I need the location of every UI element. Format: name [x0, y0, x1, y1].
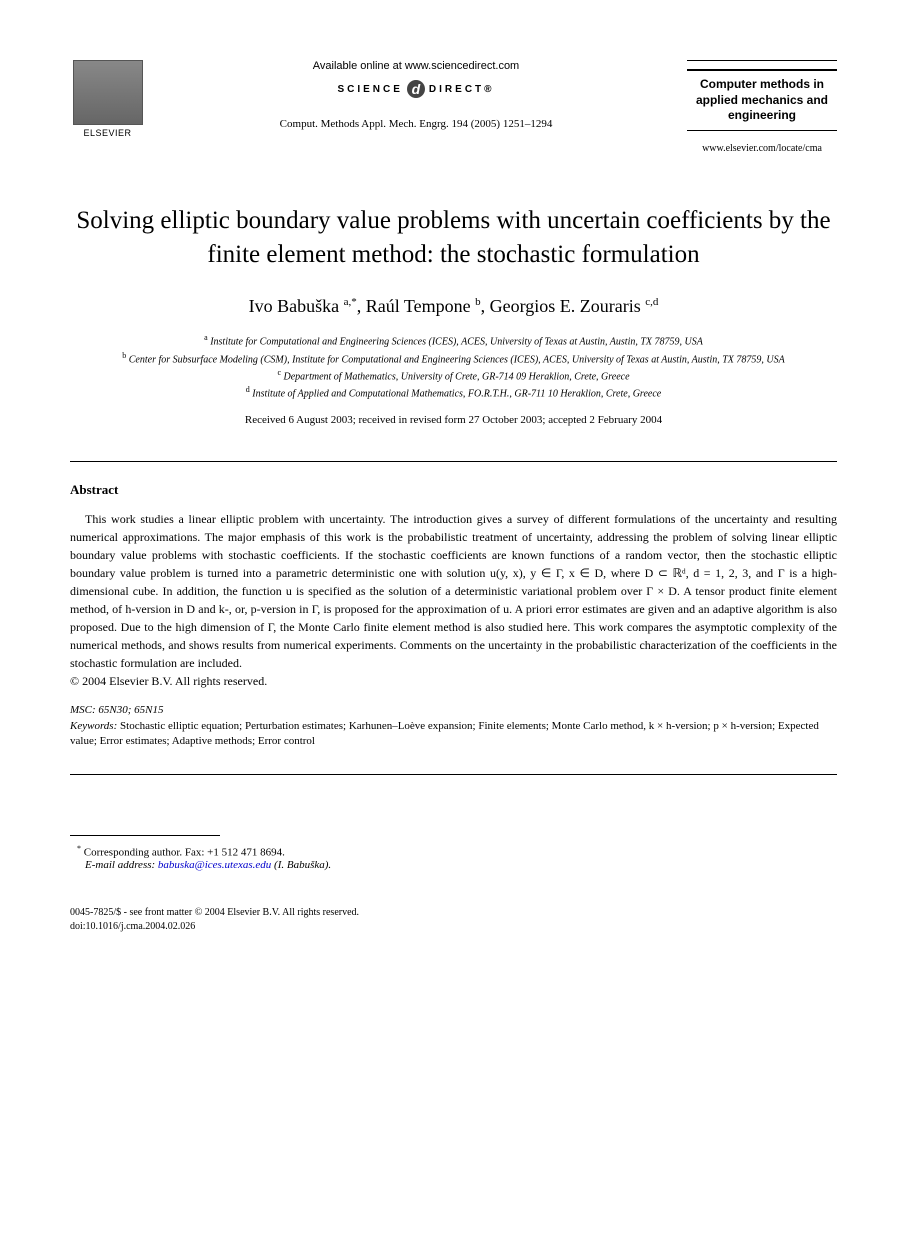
keywords-line: Keywords: Stochastic elliptic equation; …	[70, 719, 837, 750]
email-person: (I. Babuška).	[274, 859, 331, 871]
header-row: ELSEVIER Available online at www.science…	[70, 60, 837, 154]
elsevier-tree-icon	[73, 60, 143, 125]
divider-bottom	[70, 774, 837, 775]
footer-block: 0045-7825/$ - see front matter © 2004 El…	[70, 906, 837, 934]
keywords-value: Stochastic elliptic equation; Perturbati…	[70, 720, 819, 747]
publisher-name: ELSEVIER	[83, 128, 131, 138]
journal-box: Computer methods in applied mechanics an…	[687, 60, 837, 154]
affiliations-block: a Institute for Computational and Engine…	[70, 332, 837, 401]
msc-label: MSC:	[70, 704, 96, 716]
asterisk-icon: *	[77, 844, 81, 853]
available-online-text: Available online at www.sciencedirect.co…	[165, 60, 667, 72]
footer-front-matter: 0045-7825/$ - see front matter © 2004 El…	[70, 906, 837, 920]
abstract-body: This work studies a linear elliptic prob…	[70, 510, 837, 672]
article-title: Solving elliptic boundary value problems…	[70, 204, 837, 272]
journal-name: Computer methods in applied mechanics an…	[691, 77, 833, 124]
footer-doi: doi:10.1016/j.cma.2004.02.026	[70, 920, 837, 934]
citation-line: Comput. Methods Appl. Mech. Engrg. 194 (…	[165, 118, 667, 130]
journal-rule	[687, 60, 837, 63]
science-direct-logo: SCIENCE d DIRECT®	[165, 80, 667, 98]
keywords-label: Keywords:	[70, 720, 117, 732]
sd-right: DIRECT®	[429, 84, 495, 95]
email-link[interactable]: babuska@ices.utexas.edu	[158, 859, 271, 871]
corresponding-author: * Corresponding author. Fax: +1 512 471 …	[85, 844, 837, 859]
abstract-copyright: © 2004 Elsevier B.V. All rights reserved…	[70, 674, 837, 689]
email-line: E-mail address: babuska@ices.utexas.edu …	[85, 859, 837, 871]
sd-left: SCIENCE	[337, 84, 402, 95]
corresponding-text: Corresponding author. Fax: +1 512 471 86…	[84, 847, 285, 859]
article-dates: Received 6 August 2003; received in revi…	[70, 414, 837, 426]
journal-title-box: Computer methods in applied mechanics an…	[687, 69, 837, 131]
divider-top	[70, 461, 837, 462]
sd-d-icon: d	[407, 80, 425, 98]
msc-value: 65N30; 65N15	[98, 704, 163, 716]
elsevier-logo: ELSEVIER	[70, 60, 145, 145]
msc-line: MSC: 65N30; 65N15	[70, 704, 837, 716]
email-label: E-mail address:	[85, 859, 155, 871]
footnote-separator	[70, 835, 220, 836]
center-header: Available online at www.sciencedirect.co…	[145, 60, 687, 130]
abstract-heading: Abstract	[70, 482, 837, 498]
authors-line: Ivo Babuška a,*, Raúl Tempone b, Georgio…	[70, 296, 837, 317]
journal-url: www.elsevier.com/locate/cma	[687, 143, 837, 154]
